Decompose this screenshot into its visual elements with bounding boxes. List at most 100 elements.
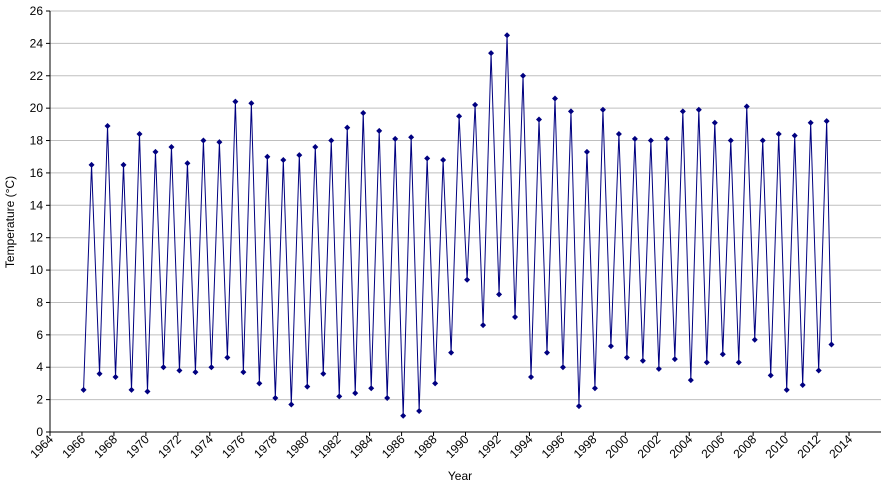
data-point bbox=[296, 152, 303, 159]
x-tick-label: 1980 bbox=[283, 432, 312, 461]
y-tick-label: 14 bbox=[30, 198, 44, 212]
data-point bbox=[639, 357, 646, 364]
x-tick-label: 1994 bbox=[507, 432, 536, 461]
data-point bbox=[168, 144, 175, 151]
x-tick-label: 2000 bbox=[603, 432, 632, 461]
data-point bbox=[376, 127, 383, 134]
x-tick-label: 2002 bbox=[635, 432, 664, 461]
y-tick-label: 6 bbox=[36, 328, 43, 342]
data-point bbox=[480, 322, 487, 329]
data-point bbox=[599, 106, 606, 113]
data-point bbox=[775, 131, 782, 138]
y-tick-label: 18 bbox=[30, 134, 44, 148]
data-point bbox=[751, 336, 758, 343]
data-point bbox=[631, 135, 638, 142]
x-tick-label: 2014 bbox=[826, 432, 855, 461]
data-point bbox=[536, 116, 543, 123]
data-point bbox=[528, 373, 535, 380]
y-tick-label: 0 bbox=[36, 425, 43, 439]
data-point bbox=[743, 103, 750, 110]
data-point bbox=[655, 365, 662, 372]
x-tick-label: 1966 bbox=[59, 432, 88, 461]
data-point bbox=[344, 124, 351, 131]
data-point bbox=[615, 131, 622, 138]
data-point bbox=[828, 341, 835, 348]
x-tick-label: 2006 bbox=[699, 432, 728, 461]
data-point bbox=[551, 95, 558, 102]
data-point bbox=[360, 110, 367, 117]
data-point bbox=[384, 394, 391, 401]
data-point bbox=[799, 382, 806, 389]
data-point bbox=[80, 386, 87, 393]
data-point bbox=[504, 32, 511, 39]
data-point bbox=[727, 137, 734, 144]
x-tick-label: 1998 bbox=[571, 432, 600, 461]
data-point bbox=[456, 113, 463, 120]
x-tick-label: 1992 bbox=[475, 432, 504, 461]
data-point bbox=[767, 372, 774, 379]
data-point bbox=[136, 131, 143, 138]
y-tick-label: 26 bbox=[30, 4, 44, 18]
data-point bbox=[144, 388, 151, 395]
data-point bbox=[567, 108, 574, 115]
data-point bbox=[120, 161, 127, 168]
y-tick-label: 24 bbox=[30, 36, 44, 50]
data-point bbox=[208, 364, 215, 371]
data-point bbox=[647, 137, 654, 144]
x-tick-label: 1978 bbox=[251, 432, 280, 461]
data-point bbox=[336, 393, 343, 400]
data-point bbox=[679, 108, 686, 115]
x-tick-label: 1982 bbox=[315, 432, 344, 461]
data-point bbox=[400, 412, 407, 419]
data-point bbox=[424, 155, 431, 162]
data-point bbox=[695, 106, 702, 113]
data-point bbox=[304, 383, 311, 390]
x-tick-label: 1986 bbox=[379, 432, 408, 461]
x-tick-label: 1970 bbox=[123, 432, 152, 461]
data-point bbox=[575, 403, 582, 410]
data-point bbox=[791, 132, 798, 139]
data-point bbox=[96, 370, 103, 377]
data-point bbox=[328, 137, 335, 144]
series-line bbox=[83, 35, 832, 416]
data-point bbox=[663, 135, 670, 142]
data-point bbox=[823, 118, 830, 125]
data-point bbox=[112, 373, 119, 380]
x-tick-label: 1976 bbox=[219, 432, 248, 461]
data-point bbox=[496, 291, 503, 298]
y-tick-label: 8 bbox=[36, 295, 43, 309]
data-point bbox=[216, 139, 223, 146]
data-point bbox=[184, 160, 191, 167]
data-point bbox=[224, 354, 231, 361]
data-point bbox=[264, 153, 271, 160]
data-point bbox=[88, 161, 95, 168]
data-point bbox=[440, 156, 447, 163]
data-point bbox=[512, 314, 519, 321]
data-point bbox=[591, 385, 598, 392]
x-tick-label: 1990 bbox=[443, 432, 472, 461]
data-point bbox=[544, 349, 551, 356]
data-point bbox=[192, 369, 199, 376]
data-point bbox=[687, 377, 694, 384]
data-point bbox=[559, 364, 566, 371]
x-axis-label: Year bbox=[448, 469, 472, 483]
data-point bbox=[152, 148, 159, 155]
x-tick-label: 1974 bbox=[187, 432, 216, 461]
data-point bbox=[671, 356, 678, 363]
x-tick-label: 1964 bbox=[27, 432, 56, 461]
x-tick-label: 1972 bbox=[155, 432, 184, 461]
data-point bbox=[312, 144, 319, 151]
y-tick-label: 12 bbox=[30, 231, 44, 245]
data-point bbox=[703, 359, 710, 366]
x-tick-label: 2010 bbox=[762, 432, 791, 461]
data-point bbox=[248, 100, 255, 107]
y-tick-label: 2 bbox=[36, 393, 43, 407]
y-tick-label: 4 bbox=[36, 360, 43, 374]
data-point bbox=[232, 98, 239, 105]
x-tick-label: 2004 bbox=[667, 432, 696, 461]
data-point bbox=[416, 407, 423, 414]
data-point bbox=[815, 367, 822, 374]
data-point bbox=[128, 386, 135, 393]
y-tick-label: 10 bbox=[30, 263, 44, 277]
data-point bbox=[488, 50, 495, 57]
